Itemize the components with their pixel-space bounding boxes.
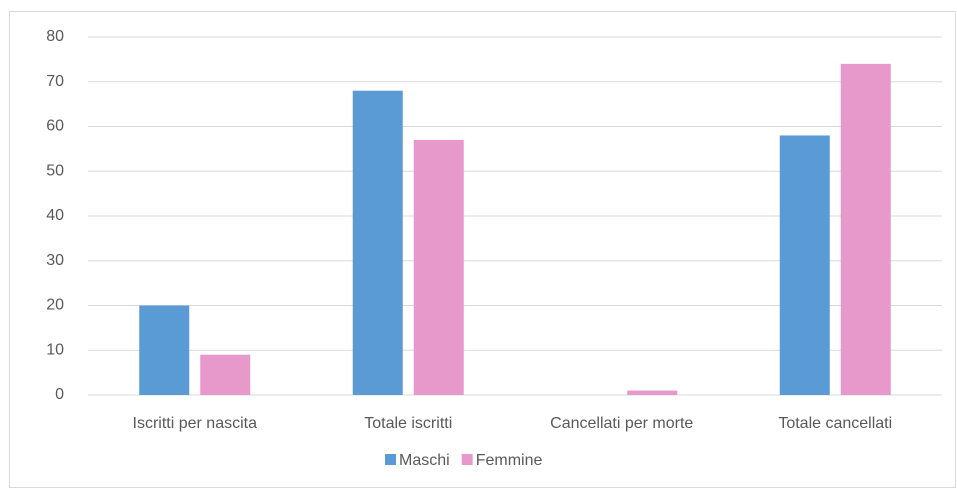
x-tick-label: Iscritti per nascita	[133, 415, 258, 432]
y-tick-label: 30	[46, 252, 64, 269]
x-tick-label: Totale cancellati	[778, 415, 892, 432]
y-tick-label: 20	[46, 297, 64, 314]
y-tick-label: 10	[46, 341, 64, 358]
y-tick-label: 50	[46, 162, 64, 179]
bar	[413, 139, 464, 395]
legend-label: Maschi	[399, 452, 450, 469]
x-tick-label: Totale iscritti	[364, 415, 452, 432]
legend-label: Femmine	[476, 452, 543, 469]
y-tick-label: 60	[46, 118, 64, 135]
bar	[779, 135, 830, 395]
bar	[352, 90, 403, 395]
y-tick-label: 0	[55, 386, 64, 403]
legend-swatch	[385, 454, 396, 465]
legend-swatch	[461, 454, 473, 465]
bar	[627, 390, 678, 395]
bar	[200, 354, 251, 395]
bar	[840, 63, 891, 395]
y-tick-label: 80	[46, 28, 64, 45]
bar	[139, 305, 190, 395]
y-tick-label: 40	[46, 207, 64, 224]
x-tick-label: Cancellati per morte	[550, 415, 693, 432]
y-tick-label: 70	[46, 73, 64, 90]
